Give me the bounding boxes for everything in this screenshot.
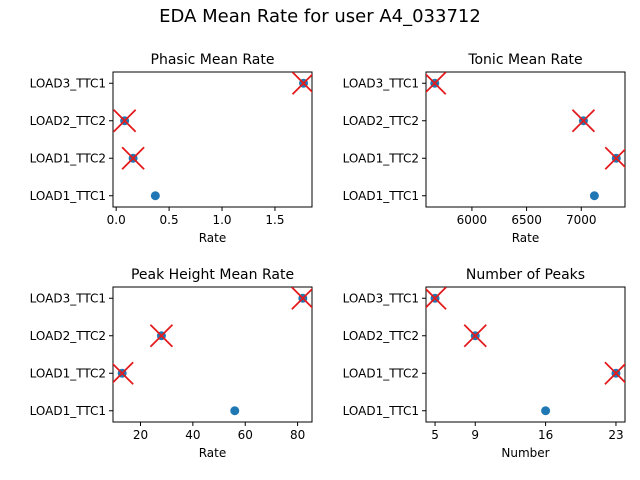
- x-tick-label: 80: [290, 428, 305, 442]
- x-tick-label: 60: [238, 428, 253, 442]
- x-tick-label: 9: [471, 428, 479, 442]
- x-axis-label: Number: [501, 446, 549, 460]
- x-tick-label: 1.0: [212, 213, 231, 227]
- x-marker-stroke: [291, 73, 312, 95]
- x-marker: [463, 324, 487, 348]
- data-point: [589, 191, 599, 201]
- x-marker-stroke: [121, 146, 145, 170]
- y-tick-label: LOAD1_TTC1: [343, 189, 419, 203]
- x-marker-stroke: [604, 362, 625, 385]
- subplot-2: Tonic Mean Rate LOAD1_TTC1 LOAD1_TTC2 LOAD2…: [343, 52, 626, 245]
- plot-area: [426, 72, 625, 201]
- x-tick-label: 40: [185, 428, 200, 442]
- x-marker-stroke: [291, 287, 312, 310]
- x-marker: [604, 361, 625, 385]
- plot-area: [113, 72, 312, 201]
- x-marker: [113, 109, 137, 133]
- x-marker: [426, 287, 447, 310]
- y-tick-label: LOAD2_TTC2: [30, 329, 106, 343]
- subplot-4: Number of Peaks LOAD1_TTC1 LOAD1_TTC2 LOAD2…: [343, 267, 626, 460]
- plot-area: [426, 287, 625, 416]
- x-axis-label: Rate: [199, 446, 227, 460]
- subplot-title: Phasic Mean Rate: [151, 52, 275, 68]
- x-marker-stroke: [426, 72, 447, 94]
- subplot-3: Peak Height Mean Rate LOAD1_TTC1 LOAD1_TTC…: [30, 267, 313, 460]
- y-tick-label: LOAD2_TTC2: [343, 114, 419, 128]
- x-marker: [604, 146, 625, 170]
- x-marker-stroke: [426, 287, 447, 309]
- figure-title: EDA Mean Rate for user A4_033712: [159, 6, 481, 27]
- x-marker: [571, 109, 596, 133]
- x-tick-label: 16: [538, 428, 553, 442]
- x-tick-label: 6500: [511, 213, 542, 227]
- x-marker: [113, 361, 134, 385]
- axes-frame: [425, 286, 626, 423]
- x-marker-stroke: [113, 361, 134, 384]
- y-tick-label: LOAD2_TTC2: [30, 114, 106, 128]
- x-tick-label: 6000: [457, 213, 488, 227]
- y-tick-label: LOAD1_TTC2: [30, 151, 106, 165]
- x-tick-label: 7000: [566, 213, 597, 227]
- x-tick-label: 0.5: [160, 213, 179, 227]
- x-marker: [149, 324, 174, 348]
- data-point: [150, 191, 160, 201]
- data-point: [541, 406, 551, 416]
- y-tick-label: LOAD1_TTC1: [30, 189, 106, 203]
- y-tick-label: LOAD1_TTC1: [30, 404, 106, 418]
- x-axis-label: Rate: [512, 231, 540, 245]
- subplot-title: Peak Height Mean Rate: [131, 267, 294, 283]
- subplot-title: Tonic Mean Rate: [467, 52, 582, 68]
- x-tick-label: 0.0: [107, 213, 126, 227]
- subplot-title: Number of Peaks: [466, 267, 585, 283]
- axes-frame: [112, 286, 313, 423]
- y-tick-label: LOAD2_TTC2: [343, 329, 419, 343]
- axes-frame: [112, 71, 313, 208]
- x-marker-stroke: [604, 148, 625, 170]
- x-tick-label: 23: [608, 428, 623, 442]
- data-point: [230, 406, 240, 416]
- x-marker-stroke: [463, 324, 487, 348]
- y-tick-label: LOAD3_TTC1: [30, 76, 106, 90]
- x-marker: [291, 287, 312, 310]
- x-marker: [121, 146, 145, 170]
- x-tick-label: 5: [431, 428, 439, 442]
- x-tick-label: 1.5: [265, 213, 284, 227]
- subplot-1: Phasic Mean Rate LOAD1_TTC1 LOAD1_TTC2 LOAD…: [30, 52, 313, 245]
- y-tick-label: LOAD3_TTC1: [343, 76, 419, 90]
- x-marker-stroke: [113, 109, 137, 133]
- x-marker-stroke: [149, 324, 174, 348]
- y-tick-label: LOAD1_TTC2: [30, 366, 106, 380]
- y-tick-label: LOAD1_TTC2: [343, 366, 419, 380]
- y-tick-label: LOAD1_TTC2: [343, 151, 419, 165]
- x-marker: [426, 72, 447, 95]
- plot-area: [113, 287, 312, 416]
- y-tick-label: LOAD1_TTC1: [343, 404, 419, 418]
- axes-frame: [425, 71, 626, 208]
- x-marker: [291, 72, 312, 95]
- x-axis-label: Rate: [199, 231, 227, 245]
- x-marker-stroke: [571, 109, 596, 133]
- y-tick-label: LOAD3_TTC1: [30, 291, 106, 305]
- x-tick-label: 20: [133, 428, 148, 442]
- y-tick-label: LOAD3_TTC1: [343, 291, 419, 305]
